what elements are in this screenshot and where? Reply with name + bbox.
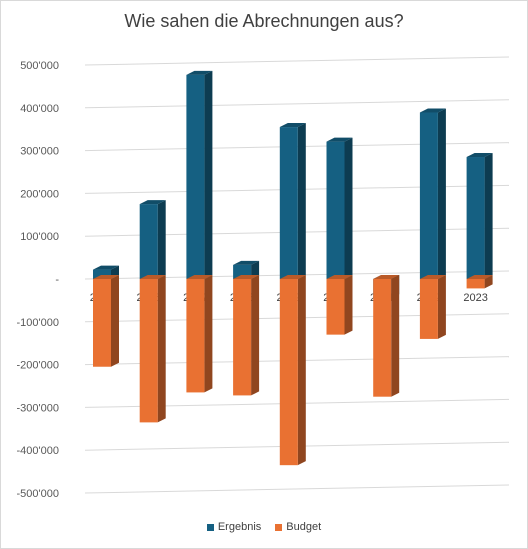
y-tick-label-7: -200'000 [17, 360, 59, 372]
bar-budget-2020 [326, 275, 353, 335]
legend-swatch-budget [275, 523, 283, 531]
chart-title: Wie sahen die Abrechnungen aus? [124, 11, 404, 31]
legend-item-ergebnis: Ergebnis [206, 521, 262, 533]
gridline-10 [84, 484, 510, 494]
y-tick-label-1: 400'000 [20, 103, 59, 115]
y-tick-label-8: -300'000 [17, 402, 59, 414]
legend-label-budget: Budget [286, 521, 322, 533]
legend-label-ergebnis: Ergebnis [217, 521, 262, 533]
bar-ergebnis-2020 [326, 137, 353, 279]
gridline-1 [84, 99, 510, 109]
bar-budget-2016 [139, 275, 166, 423]
chart-legend: Ergebnis Budget [1, 521, 527, 533]
y-tick-label-5: - [55, 274, 59, 286]
bar-budget-2023 [466, 275, 493, 289]
legend-swatch-ergebnis [206, 523, 214, 531]
bar-budget-2019 [279, 275, 306, 466]
bar-ergebnis-2017 [186, 70, 213, 280]
bar-budget-2017 [186, 275, 213, 393]
y-tick-label-2: 300'000 [20, 146, 59, 158]
bar-budget-2021 [373, 275, 400, 397]
bar-budget-2022 [419, 275, 446, 339]
y-tick-label-10: -500'000 [17, 488, 59, 500]
y-tick-label-3: 200'000 [20, 188, 59, 200]
legend-item-budget: Budget [275, 521, 321, 533]
bar-budget-2018 [233, 275, 260, 396]
bar-ergebnis-2022 [419, 108, 446, 280]
bar-ergebnis-2019 [279, 123, 306, 279]
bar-ergebnis-2016 [139, 200, 166, 279]
gridline-0 [84, 56, 510, 66]
x-tick-label-2023: 2023 [463, 292, 487, 304]
y-tick-label-6: -100'000 [17, 317, 59, 329]
y-tick-label-0: 500'000 [20, 60, 59, 72]
y-tick-label-4: 100'000 [20, 231, 59, 243]
y-tick-label-9: -400'000 [17, 445, 59, 457]
bar-budget-2015 [93, 275, 119, 367]
bar-ergebnis-2023 [466, 153, 493, 279]
